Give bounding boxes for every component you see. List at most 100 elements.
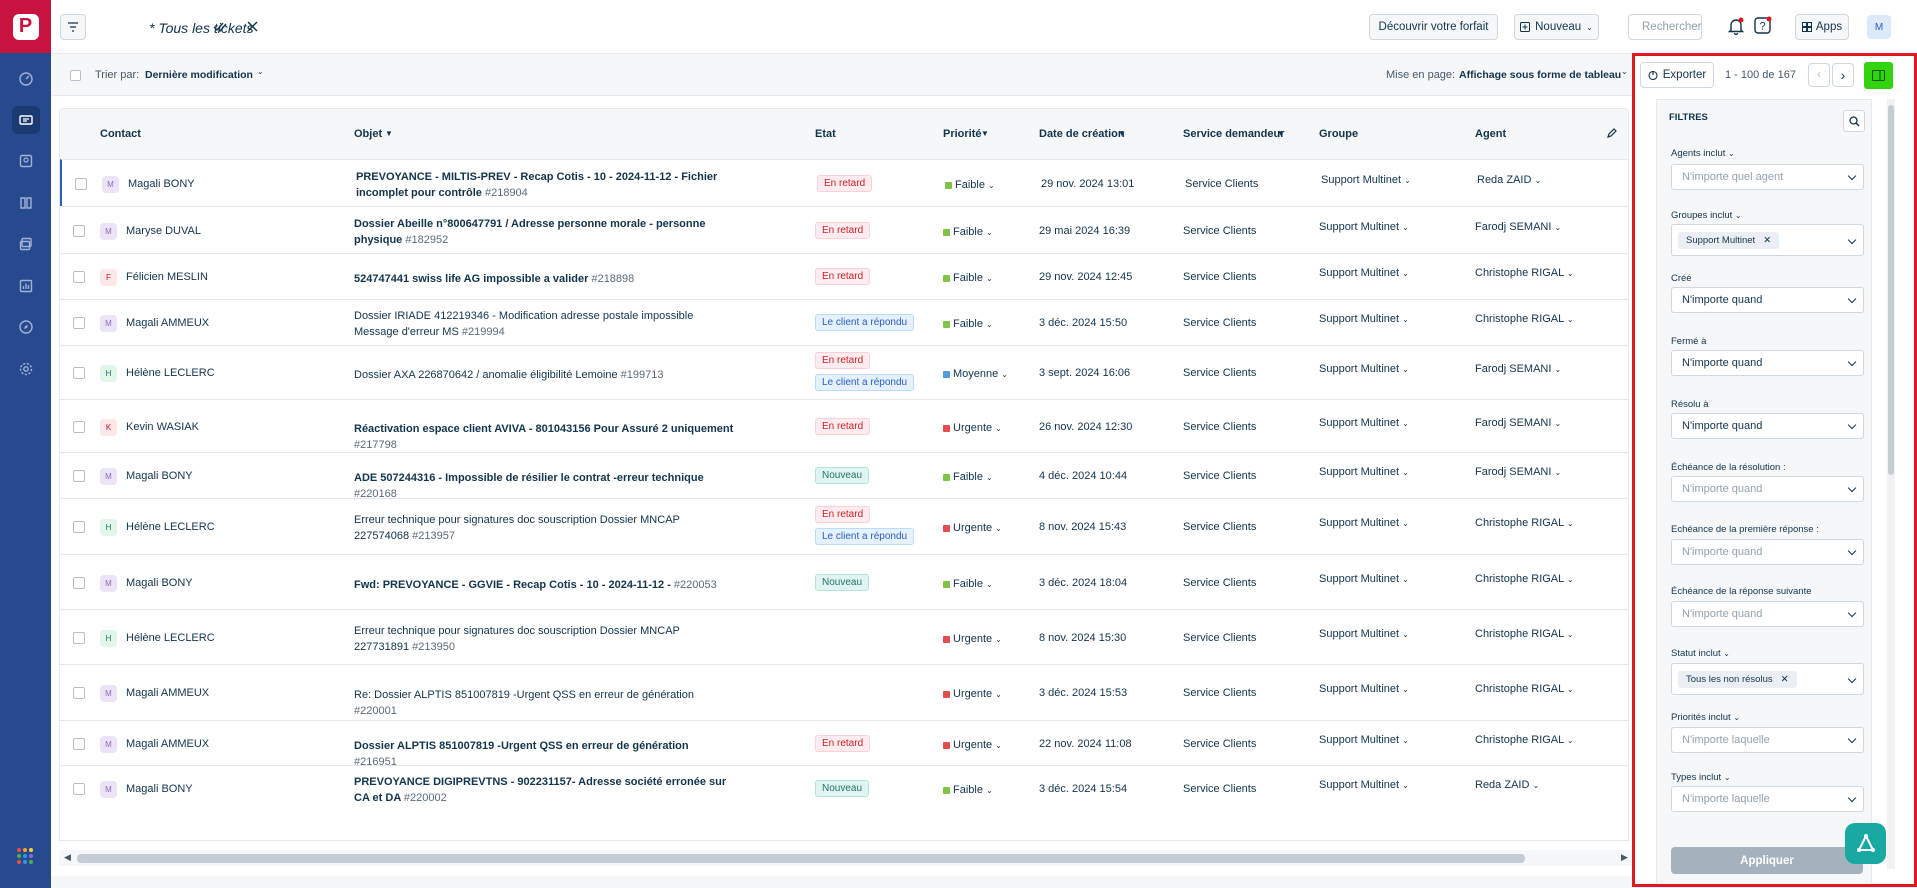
priority-dropdown[interactable]: Urgente ⌄ (943, 739, 1002, 751)
status-chip[interactable]: Tous les non résolus ✕ (1678, 670, 1797, 688)
subject-text[interactable]: Réactivation espace client AVIVA - 80104… (354, 423, 734, 435)
group-dropdown[interactable]: Support Multinet ⌄ (1319, 313, 1409, 325)
due-first-select[interactable]: N'importe quand (1671, 539, 1864, 565)
table-row[interactable]: M Magali BONY PREVOYANCE - MILTIS-PREV - R… (60, 159, 1628, 206)
table-row[interactable]: H Hélène LECLERC Dossier AXA 226870642 / a… (60, 345, 1628, 399)
search-input[interactable]: Rechercher (1628, 14, 1702, 40)
layout-chevron-icon[interactable]: ⌄ (1621, 67, 1628, 76)
priority-dropdown[interactable]: Faible ⌄ (943, 784, 993, 796)
subject-text[interactable]: 524747441 swiss life AG impossible a val… (354, 273, 589, 285)
subject-text[interactable]: PREVOYANCE DIGIPREVTNS - 902231157- Adre… (354, 776, 727, 804)
priority-dropdown[interactable]: Urgente ⌄ (943, 633, 1002, 645)
priority-dropdown[interactable]: Moyenne ⌄ (943, 368, 1008, 380)
export-button[interactable]: Exporter (1640, 62, 1714, 88)
table-row[interactable]: M Magali BONY PREVOYANCE DIGIPREVTNS - 902… (60, 765, 1628, 811)
subject-text[interactable]: Dossier AXA 226870642 / anomalie éligibi… (354, 369, 618, 381)
app-logo[interactable]: P (0, 0, 51, 53)
sort-caret-icon[interactable]: ▼ (385, 129, 393, 138)
knowledge-base-icon[interactable] (12, 189, 40, 217)
agent-dropdown[interactable]: Christophe RIGAL ⌄ (1475, 573, 1574, 585)
subject-text[interactable]: PREVOYANCE - MILTIS-PREV - Recap Cotis -… (356, 171, 718, 199)
priority-dropdown[interactable]: Urgente ⌄ (943, 688, 1002, 700)
ticket-subject[interactable]: PREVOYANCE DIGIPREVTNS - 902231157- Adre… (354, 774, 734, 806)
scrollbar-thumb[interactable] (1888, 105, 1894, 475)
col-priorite[interactable]: Priorité (943, 128, 982, 140)
dashboard-icon[interactable] (12, 65, 40, 93)
col-service[interactable]: Service demandeur (1183, 128, 1285, 140)
ticket-subject[interactable]: Réactivation espace client AVIVA - 80104… (354, 421, 734, 453)
check-done-icon[interactable] (213, 21, 227, 36)
subject-text[interactable]: Dossier ALPTIS 851007819 -Urgent QSS en … (354, 740, 689, 752)
filters-scrollbar[interactable] (1887, 99, 1895, 869)
resolved-select[interactable]: N'importe quand (1671, 413, 1864, 439)
subject-text[interactable]: Dossier Abeille n°800647791 / Adresse pe… (354, 218, 706, 246)
horizontal-scrollbar[interactable]: ◀ ▶ (59, 850, 1636, 866)
types-select[interactable]: N'importe laquelle (1671, 786, 1864, 812)
status-select[interactable]: Tous les non résolus ✕ (1671, 663, 1864, 695)
contact-name[interactable]: Magali AMMEUX (126, 317, 210, 329)
groups-chip[interactable]: Support Multinet ✕ (1678, 231, 1780, 249)
discover-plan-button[interactable]: Découvrir votre forfait (1369, 14, 1498, 40)
contact-name[interactable]: Hélène LECLERC (126, 521, 215, 533)
group-dropdown[interactable]: Support Multinet ⌄ (1319, 779, 1409, 791)
table-row[interactable]: H Hélène LECLERC Erreur technique pour sig… (60, 498, 1628, 554)
sort-chevron-icon[interactable]: ⌄ (257, 67, 264, 76)
priority-dropdown[interactable]: Faible ⌄ (945, 179, 995, 191)
created-select[interactable]: N'importe quand (1671, 287, 1864, 313)
row-checkbox[interactable] (73, 271, 85, 283)
agent-dropdown[interactable]: Christophe RIGAL ⌄ (1475, 734, 1574, 746)
group-dropdown[interactable]: Support Multinet ⌄ (1319, 267, 1409, 279)
agent-dropdown[interactable]: Christophe RIGAL ⌄ (1475, 628, 1574, 640)
contact-name[interactable]: Magali BONY (126, 783, 193, 795)
closed-select[interactable]: N'importe quand (1671, 350, 1864, 376)
priority-dropdown[interactable]: Faible ⌄ (943, 578, 993, 590)
priority-dropdown[interactable]: Urgente ⌄ (943, 422, 1002, 434)
group-dropdown[interactable]: Support Multinet ⌄ (1319, 734, 1409, 746)
scroll-right-icon[interactable]: ▶ (1621, 852, 1628, 862)
agent-dropdown[interactable]: Christophe RIGAL ⌄ (1475, 683, 1574, 695)
contact-name[interactable]: Maryse DUVAL (126, 225, 201, 237)
priority-dropdown[interactable]: Faible ⌄ (943, 272, 993, 284)
group-dropdown[interactable]: Support Multinet ⌄ (1319, 417, 1409, 429)
agent-dropdown[interactable]: Reda ZAID ⌄ (1475, 779, 1539, 791)
subject-text[interactable]: Erreur technique pour signatures doc sou… (354, 625, 680, 653)
priority-select[interactable]: N'importe laquelle (1671, 727, 1864, 753)
row-checkbox[interactable] (73, 421, 85, 433)
ticket-subject[interactable]: 524747441 swiss life AG impossible a val… (354, 271, 734, 287)
contact-name[interactable]: Magali BONY (126, 577, 193, 589)
priority-dropdown[interactable]: Faible ⌄ (943, 471, 993, 483)
contact-name[interactable]: Hélène LECLERC (126, 632, 215, 644)
table-row[interactable]: M Magali AMMEUX Dossier ALPTIS 851007819 -… (60, 720, 1628, 768)
subject-text[interactable]: Dossier IRIADE 412219346 - Modification … (354, 310, 694, 338)
due-next-select[interactable]: N'importe quand (1671, 601, 1864, 627)
row-checkbox[interactable] (73, 225, 85, 237)
group-dropdown[interactable]: Support Multinet ⌄ (1319, 221, 1409, 233)
col-etat[interactable]: Etat (815, 128, 836, 140)
table-row[interactable]: M Magali BONY Fwd: PREVOYANCE - GGVIE - Re… (60, 554, 1628, 609)
group-dropdown[interactable]: Support Multinet ⌄ (1321, 174, 1411, 186)
explore-icon[interactable] (12, 313, 40, 341)
reports-icon[interactable] (12, 272, 40, 300)
subject-text[interactable]: Re: Dossier ALPTIS 851007819 -Urgent QSS… (354, 689, 694, 701)
sort-caret-icon[interactable]: ▼ (1277, 129, 1285, 138)
row-checkbox[interactable] (73, 632, 85, 644)
row-checkbox[interactable] (73, 738, 85, 750)
table-row[interactable]: M Magali AMMEUX Re: Dossier ALPTIS 8510078… (60, 664, 1628, 720)
notifications-icon[interactable] (1727, 17, 1745, 38)
col-groupe[interactable]: Groupe (1319, 128, 1359, 140)
group-dropdown[interactable]: Support Multinet ⌄ (1319, 466, 1409, 478)
contact-name[interactable]: Magali AMMEUX (126, 738, 210, 750)
table-row[interactable]: M Magali AMMEUX Dossier IRIADE 412219346 -… (60, 299, 1628, 345)
group-dropdown[interactable]: Support Multinet ⌄ (1319, 517, 1409, 529)
contacts-icon[interactable] (12, 147, 40, 175)
group-dropdown[interactable]: Support Multinet ⌄ (1319, 628, 1409, 640)
ticket-subject[interactable]: ADE 507244316 - Impossible de résilier l… (354, 470, 734, 502)
assets-icon[interactable] (12, 230, 40, 258)
contact-name[interactable]: Magali AMMEUX (126, 687, 210, 699)
ticket-subject[interactable]: PREVOYANCE - MILTIS-PREV - Recap Cotis -… (356, 169, 736, 201)
col-date[interactable]: Date de création (1039, 128, 1125, 140)
apps-button[interactable]: Apps (1795, 14, 1849, 40)
app-switcher-icon[interactable] (17, 848, 33, 864)
ticket-subject[interactable]: Dossier AXA 226870642 / anomalie éligibi… (354, 367, 734, 383)
assistant-launcher[interactable] (1845, 823, 1886, 864)
